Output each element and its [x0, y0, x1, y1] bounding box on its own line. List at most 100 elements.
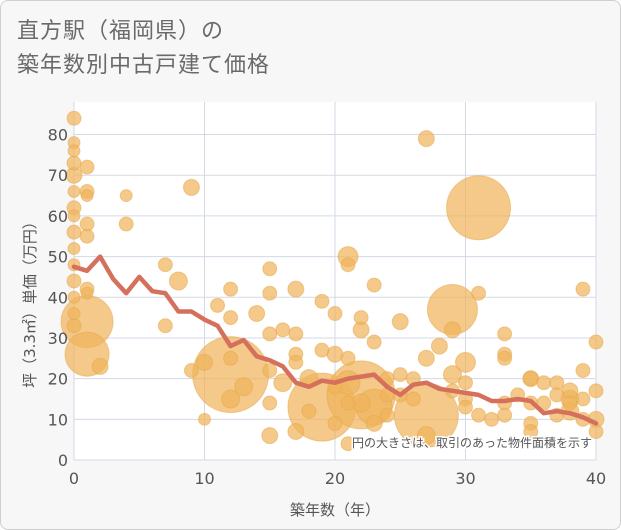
- bubble-point: [261, 427, 279, 445]
- bubble-point: [417, 130, 435, 148]
- y-tick-label: 20: [48, 370, 68, 389]
- y-tick-label: 30: [48, 329, 68, 348]
- bubble-point: [497, 407, 513, 423]
- bubble-point: [168, 271, 188, 291]
- y-tick-label: 0: [58, 451, 68, 470]
- bubble-point: [223, 350, 239, 366]
- bubble-point: [497, 326, 513, 342]
- bubble-point: [66, 110, 82, 126]
- bubble-point: [118, 216, 134, 232]
- bubble-point: [366, 277, 382, 293]
- title-line-2: 築年数別中古戸建て価格: [17, 53, 271, 78]
- bubble-point: [314, 293, 330, 309]
- bubble-point: [523, 371, 539, 387]
- bubble-point: [430, 337, 448, 355]
- bubble-point: [157, 318, 173, 334]
- bubble-point: [327, 415, 343, 431]
- bubble-point: [262, 395, 278, 411]
- bubble-point: [80, 189, 94, 203]
- bubble-point: [575, 281, 591, 297]
- bubble-point: [66, 224, 82, 240]
- x-tick-label: 40: [586, 469, 606, 488]
- bubble-point: [417, 349, 435, 367]
- y-tick-label: 40: [48, 288, 68, 307]
- bubble-point: [314, 342, 330, 358]
- bubble-point: [248, 305, 266, 323]
- y-tick-label: 80: [48, 126, 68, 145]
- bubble-point: [288, 354, 304, 370]
- bubble-point: [523, 424, 539, 440]
- bubble-point: [67, 209, 81, 223]
- bubble-point: [301, 403, 317, 419]
- bubble-point: [262, 363, 278, 378]
- bubble-point: [183, 363, 199, 378]
- bubble-point: [221, 389, 241, 409]
- y-tick-label: 60: [48, 207, 68, 226]
- bubble-point: [79, 159, 95, 175]
- bubble-point: [549, 387, 565, 403]
- bubble-series: [60, 110, 605, 452]
- y-tick-label: 70: [48, 166, 68, 185]
- bubble-point: [223, 310, 239, 326]
- bubble-point: [119, 189, 133, 203]
- bubble-point: [471, 285, 487, 301]
- bubble-point: [443, 321, 461, 339]
- tick-labels: 0 10 20 30 40 50 60 70 80 0 10 20 30 40: [48, 126, 607, 488]
- x-axis-label: 築年数（年）: [290, 501, 380, 519]
- y-axis-label: 坪（3.3㎡）単価（万円）: [21, 214, 39, 388]
- bubble-point: [536, 395, 552, 411]
- bubble-point: [340, 436, 356, 452]
- bubble-point: [327, 306, 343, 322]
- bubble-point: [353, 310, 369, 326]
- x-tick-label: 10: [194, 469, 214, 488]
- bubble-point: [66, 155, 82, 171]
- bubble-point: [455, 351, 476, 373]
- bubble-point: [262, 326, 278, 342]
- x-tick-label: 30: [455, 469, 475, 488]
- bubble-point: [588, 383, 604, 399]
- bubble-point: [562, 395, 578, 411]
- bubble-point: [287, 423, 305, 441]
- bubble-point: [340, 350, 356, 366]
- bubble-point: [379, 407, 395, 423]
- chart-title: 直方駅（福岡県）の 築年数別中古戸建て価格: [17, 15, 270, 83]
- bubble-point: [223, 281, 239, 297]
- bubble-point: [67, 290, 81, 304]
- bubble-point: [458, 375, 473, 391]
- bubble-point: [157, 257, 173, 273]
- bubble-point: [67, 185, 81, 198]
- average-price-line: [71, 254, 599, 426]
- bubble-point: [262, 261, 278, 277]
- bubble-point: [340, 395, 356, 411]
- bubble-point: [67, 241, 81, 255]
- bubble-point: [67, 307, 81, 321]
- bubble-point: [182, 178, 200, 196]
- x-tick-label: 20: [325, 469, 345, 488]
- x-tick-label: 0: [69, 469, 79, 488]
- bubble-point: [497, 350, 513, 366]
- bubble-point: [210, 297, 226, 313]
- bubble-point: [536, 375, 552, 391]
- bubble-point: [391, 313, 409, 331]
- line-series: [71, 254, 599, 426]
- bubble-point: [79, 228, 95, 244]
- size-annotation: 円の大きさは、取引のあった物件面積を示す: [352, 435, 592, 450]
- bubble-point: [262, 285, 278, 301]
- bubble-point: [366, 334, 382, 350]
- bubble-point: [446, 175, 512, 241]
- bubble-point: [273, 373, 293, 393]
- bubble-point: [67, 144, 81, 158]
- bubble-point: [340, 257, 356, 273]
- bubble-point: [471, 407, 487, 423]
- title-line-1: 直方駅（福岡県）の: [17, 19, 225, 44]
- bubble-point: [196, 353, 213, 371]
- bubble-point: [416, 426, 436, 446]
- bubble-point: [575, 363, 591, 378]
- bubble-point: [198, 412, 211, 426]
- bubble-point: [588, 334, 604, 350]
- bubble-point: [326, 345, 344, 363]
- bubble-point: [288, 326, 304, 342]
- bubble-point: [458, 399, 473, 415]
